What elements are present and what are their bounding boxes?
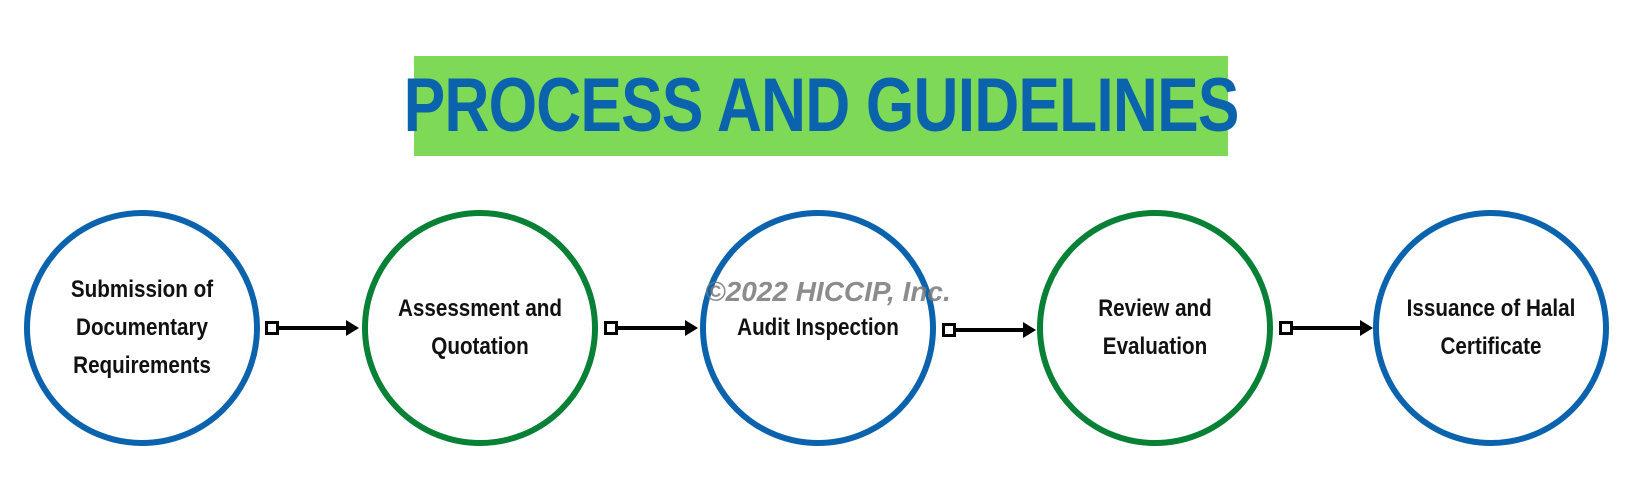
step-review: Review and Evaluation xyxy=(1037,210,1273,446)
arrow-head-icon xyxy=(346,320,359,336)
step-label: Audit Inspection xyxy=(737,314,899,341)
step-assessment: Assessment and Quotation xyxy=(362,210,598,446)
connector-start-box xyxy=(1279,321,1293,335)
arrow-head-icon xyxy=(1023,322,1036,338)
arrow-head-icon xyxy=(685,320,698,336)
step-label: Submission of Documentary Requirements xyxy=(70,276,214,379)
step-audit: Audit Inspection xyxy=(700,210,936,446)
connector-line xyxy=(618,326,686,330)
connector-line xyxy=(1293,326,1361,330)
step-label: Review and Evaluation xyxy=(1098,295,1212,360)
arrow-head-icon xyxy=(1360,320,1373,336)
copyright-watermark: ©2022 HICCIP, Inc. xyxy=(705,276,951,307)
step-issuance: Issuance of Halal Certificate xyxy=(1373,210,1609,446)
connector-line xyxy=(956,328,1024,332)
step-label: Assessment and Quotation xyxy=(397,295,563,360)
connector-line xyxy=(279,326,347,330)
arrow-connector xyxy=(1279,320,1373,336)
page-title: PROCESS AND GUIDELINES xyxy=(403,63,1240,148)
connector-start-box xyxy=(604,321,618,335)
step-label: Issuance of Halal Certificate xyxy=(1406,295,1576,360)
title-banner: PROCESS AND GUIDELINES xyxy=(404,56,1239,156)
arrow-connector xyxy=(265,320,359,336)
arrow-connector xyxy=(604,320,698,336)
connector-start-box xyxy=(942,323,956,337)
connector-start-box xyxy=(265,321,279,335)
arrow-connector xyxy=(942,322,1036,338)
step-submission: Submission of Documentary Requirements xyxy=(24,210,260,446)
